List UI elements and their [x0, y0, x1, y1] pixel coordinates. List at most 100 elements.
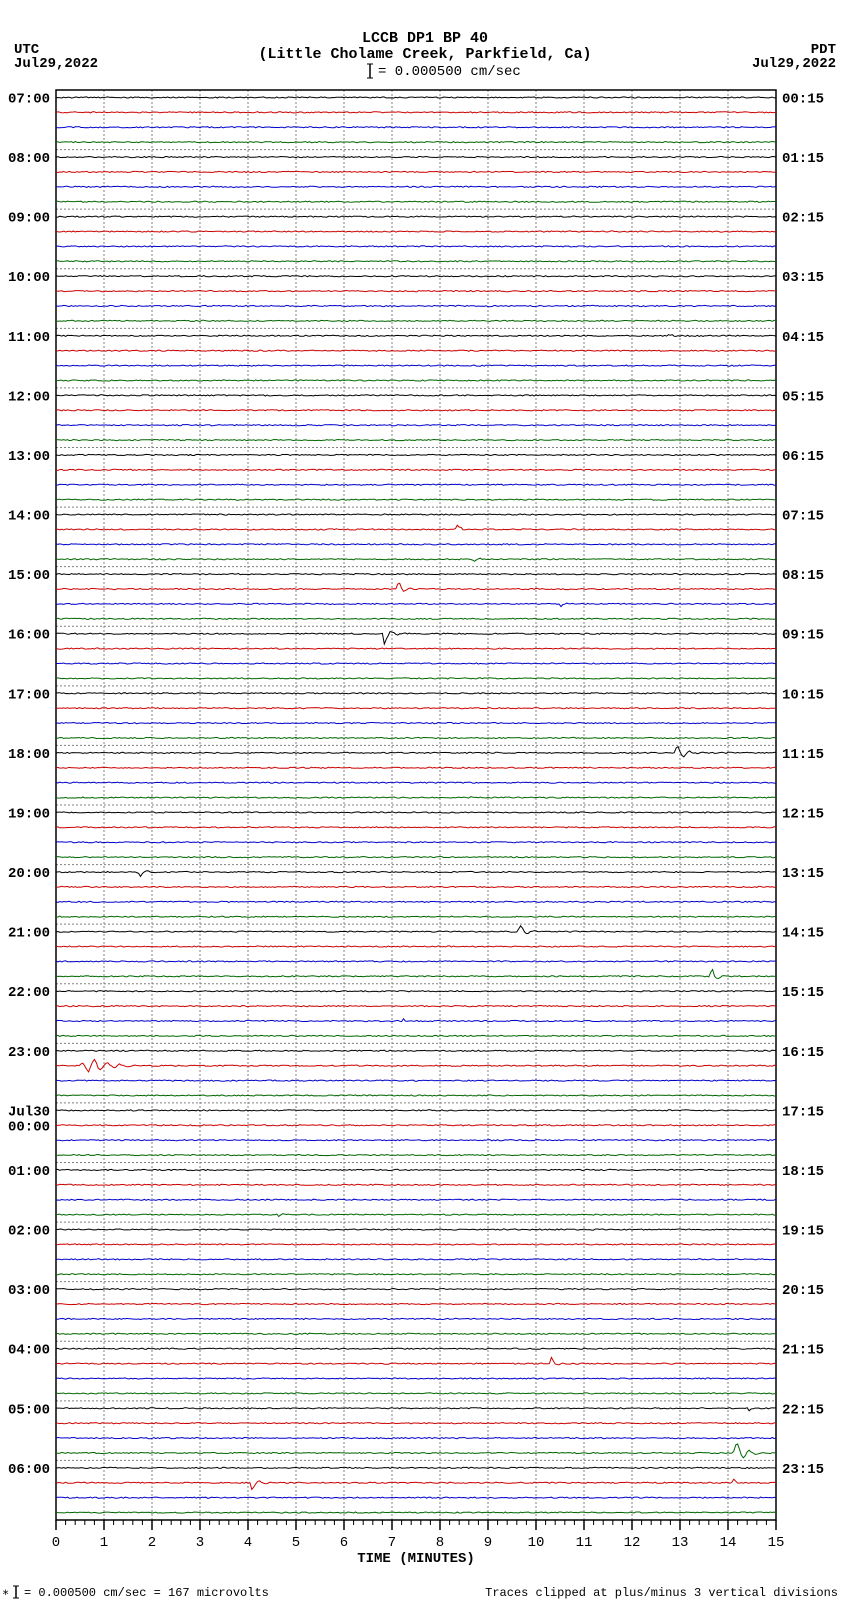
utc-time-label: 03:00 [8, 1283, 50, 1299]
x-tick-label: 0 [52, 1535, 60, 1551]
trace [56, 484, 776, 485]
trace [56, 469, 776, 470]
trace [56, 871, 776, 877]
trace [56, 1348, 776, 1349]
utc-time-label: 12:00 [8, 389, 50, 405]
x-axis-label: TIME (MINUTES) [357, 1551, 475, 1567]
trace [56, 747, 776, 757]
trace [56, 156, 776, 157]
x-tick-label: 6 [340, 1535, 348, 1551]
utc-date: Jul29,2022 [14, 56, 98, 72]
trace [56, 1059, 776, 1072]
trace [56, 1035, 776, 1036]
utc-time-label: 23:00 [8, 1045, 50, 1061]
trace [56, 454, 776, 455]
svg-text:= 0.000500 cm/sec: = 0.000500 cm/sec [378, 64, 521, 80]
pdt-time-label: 11:15 [782, 747, 824, 763]
pdt-time-label: 09:15 [782, 628, 824, 644]
pdt-date: Jul29,2022 [752, 56, 836, 72]
station-title: LCCB DP1 BP 40 [0, 30, 850, 47]
trace [56, 1444, 776, 1458]
pdt-time-label: 23:15 [782, 1462, 824, 1478]
utc-time-label: 17:00 [8, 687, 50, 703]
trace [56, 246, 776, 247]
pdt-time-label: 18:15 [782, 1164, 824, 1180]
utc-time-label: 09:00 [8, 211, 50, 227]
trace [56, 291, 776, 292]
trace [56, 261, 776, 262]
pdt-time-label: 16:15 [782, 1045, 824, 1061]
trace [56, 171, 776, 172]
trace [56, 544, 776, 545]
trace [56, 901, 776, 902]
trace [56, 440, 776, 441]
trace [56, 1169, 776, 1170]
utc-time-label: 08:00 [8, 151, 50, 167]
trace [56, 1155, 776, 1156]
pdt-time-label: 10:15 [782, 687, 824, 703]
trace [56, 708, 776, 709]
trace [56, 276, 776, 277]
pdt-time-label: 05:15 [782, 389, 824, 405]
trace [56, 425, 776, 426]
x-tick-label: 5 [292, 1535, 300, 1551]
trace [56, 827, 776, 828]
pdt-time-label: 14:15 [782, 926, 824, 942]
trace [56, 1184, 776, 1185]
trace [56, 648, 776, 649]
trace [56, 142, 776, 143]
x-tick-label: 7 [388, 1535, 396, 1551]
utc-time-label: 19:00 [8, 806, 50, 822]
trace [56, 186, 776, 187]
pdt-time-label: 07:15 [782, 509, 824, 525]
trace [56, 632, 776, 645]
trace [56, 1512, 776, 1513]
pdt-time-label: 08:15 [782, 568, 824, 584]
trace [56, 1140, 776, 1141]
pdt-time-label: 01:15 [782, 151, 824, 167]
trace [56, 812, 776, 813]
utc-time-label: 22:00 [8, 985, 50, 1001]
x-tick-label: 11 [576, 1535, 593, 1551]
trace [56, 678, 776, 679]
trace [56, 991, 776, 992]
trace [56, 797, 776, 799]
trace [56, 1357, 776, 1365]
pdt-time-label: 21:15 [782, 1343, 824, 1359]
utc-time-label: 18:00 [8, 747, 50, 763]
trace [56, 514, 776, 515]
utc-time-label: 14:00 [8, 509, 50, 525]
x-tick-label: 4 [244, 1535, 252, 1551]
trace [56, 201, 776, 202]
trace [56, 926, 776, 934]
trace [56, 886, 776, 887]
pdt-time-label: 13:15 [782, 866, 824, 882]
trace [56, 946, 776, 947]
utc-time-label: 00:00 [8, 1119, 50, 1135]
footer-left: = 0.000500 cm/sec = 167 microvolts [24, 1586, 269, 1600]
x-tick-label: 10 [528, 1535, 545, 1551]
pdt-time-label: 22:15 [782, 1402, 824, 1418]
pdt-time-label: 03:15 [782, 270, 824, 286]
trace [56, 1333, 776, 1334]
x-tick-label: 12 [624, 1535, 641, 1551]
trace [56, 335, 776, 337]
utc-time-label: 02:00 [8, 1224, 50, 1240]
trace [56, 1393, 776, 1394]
footer-right: Traces clipped at plus/minus 3 vertical … [485, 1586, 838, 1600]
trace [56, 410, 776, 411]
trace [56, 857, 776, 858]
pdt-time-label: 00:15 [782, 91, 824, 107]
trace [56, 231, 776, 232]
svg-text:∗: ∗ [2, 1586, 9, 1600]
trace [56, 1497, 776, 1498]
trace [56, 525, 776, 530]
trace [56, 216, 776, 217]
x-tick-label: 9 [484, 1535, 492, 1551]
pdt-time-label: 15:15 [782, 985, 824, 1001]
trace [56, 112, 776, 113]
trace [56, 1095, 776, 1096]
trace [56, 961, 776, 962]
trace [56, 558, 776, 561]
utc-time-label: 04:00 [8, 1343, 50, 1359]
